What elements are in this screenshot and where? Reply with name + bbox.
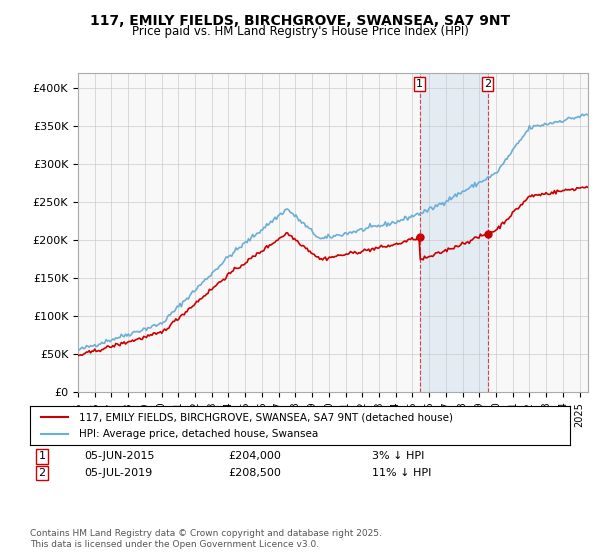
Text: £204,000: £204,000 (228, 451, 281, 461)
Bar (419, 73, 488, 392)
Text: Price paid vs. HM Land Registry's House Price Index (HPI): Price paid vs. HM Land Registry's House … (131, 25, 469, 38)
Text: 2: 2 (38, 468, 46, 478)
Text: 11% ↓ HPI: 11% ↓ HPI (372, 468, 431, 478)
Text: 2: 2 (484, 79, 491, 89)
Text: 117, EMILY FIELDS, BIRCHGROVE, SWANSEA, SA7 9NT (detached house): 117, EMILY FIELDS, BIRCHGROVE, SWANSEA, … (79, 413, 452, 423)
Text: 117, EMILY FIELDS, BIRCHGROVE, SWANSEA, SA7 9NT: 117, EMILY FIELDS, BIRCHGROVE, SWANSEA, … (90, 14, 510, 28)
Text: 05-JUN-2015: 05-JUN-2015 (84, 451, 155, 461)
Text: £208,500: £208,500 (228, 468, 281, 478)
Text: 05-JUL-2019: 05-JUL-2019 (84, 468, 152, 478)
Text: 3% ↓ HPI: 3% ↓ HPI (372, 451, 424, 461)
Text: 1: 1 (38, 451, 46, 461)
Text: 1: 1 (416, 79, 423, 89)
Text: HPI: Average price, detached house, Swansea: HPI: Average price, detached house, Swan… (79, 429, 318, 439)
Text: Contains HM Land Registry data © Crown copyright and database right 2025.
This d: Contains HM Land Registry data © Crown c… (30, 529, 382, 549)
